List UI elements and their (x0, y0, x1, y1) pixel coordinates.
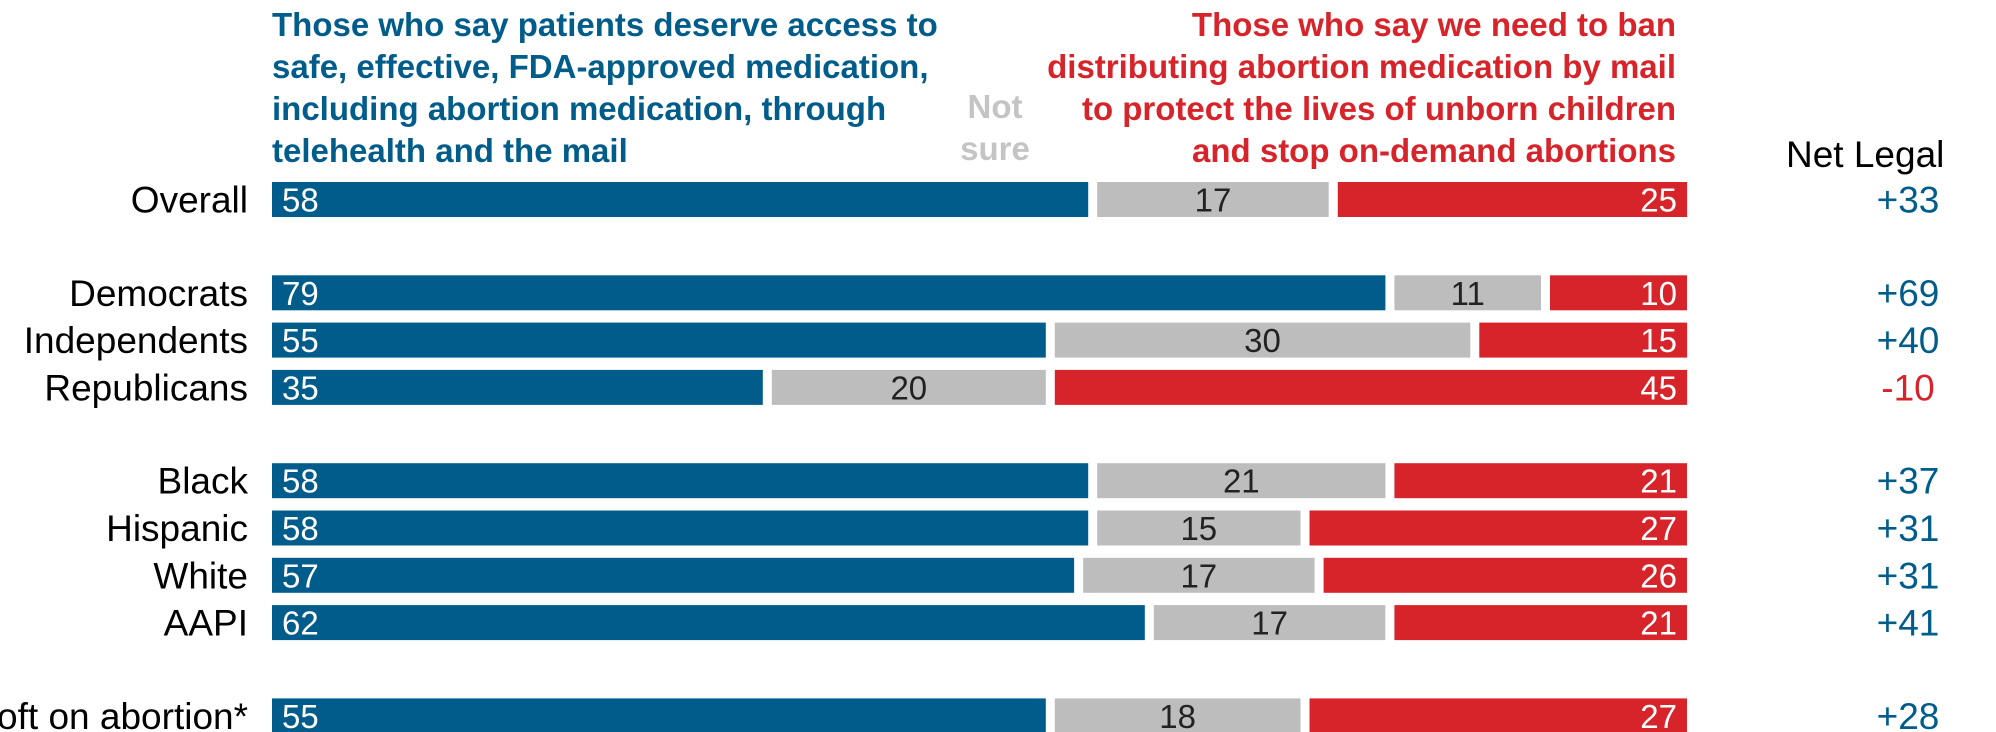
net-value: +28 (1877, 696, 1940, 732)
bar-not-sure (1394, 275, 1541, 311)
category-label: Republicans (44, 367, 248, 408)
chart-row: Black 58 21 21 +37 (158, 461, 1940, 502)
bar-not-sure (1097, 463, 1386, 499)
bar-legal (272, 322, 1046, 358)
value-label: 62 (282, 605, 319, 642)
chart-row: White 57 17 26 +31 (153, 555, 1939, 596)
bar-legal (272, 463, 1089, 499)
category-label: White (153, 555, 248, 596)
legend-ban-mail: Those who say we need to ban distributin… (1047, 6, 1676, 169)
value-label: 18 (1159, 698, 1196, 732)
value-label: 21 (1640, 605, 1677, 642)
category-label: Hispanic (106, 508, 248, 549)
net-value: +31 (1877, 555, 1940, 596)
value-label: 58 (282, 182, 319, 219)
value-label: 15 (1180, 510, 1217, 547)
value-label: 17 (1180, 557, 1217, 594)
bar-ban (1323, 557, 1687, 593)
net-legal-header: Net Legal (1786, 134, 1945, 175)
value-label: 21 (1223, 463, 1260, 500)
bar-not-sure (771, 369, 1046, 405)
value-label: 27 (1640, 510, 1677, 547)
bar-legal (272, 182, 1089, 217)
bar-not-sure (1097, 510, 1301, 546)
value-label: 17 (1195, 182, 1232, 219)
bar-ban (1479, 322, 1688, 358)
value-label: 25 (1640, 182, 1677, 219)
net-value: +41 (1877, 603, 1940, 644)
bar-not-sure (1083, 557, 1315, 593)
value-label: 55 (282, 698, 319, 732)
value-label: 26 (1640, 557, 1677, 594)
value-label: 58 (282, 510, 319, 547)
chart-row: Overall 58 17 25 +33 (131, 180, 1940, 221)
bar-ban (1309, 510, 1687, 546)
bar-ban (1394, 605, 1687, 641)
bar-legal (272, 698, 1046, 732)
value-label: 45 (1640, 369, 1677, 406)
category-label: AAPI (164, 603, 248, 644)
bar-ban (1309, 698, 1687, 732)
category-label: Overall (131, 180, 248, 221)
value-label: 57 (282, 557, 319, 594)
legend-not-sure: Not sure (960, 88, 1030, 167)
bar-legal (272, 605, 1145, 641)
chart-row: Hispanic 58 15 27 +31 (106, 508, 1939, 549)
bar-legal (272, 510, 1089, 546)
value-label: 21 (1640, 463, 1677, 500)
bar-ban (1550, 275, 1687, 311)
value-label: 20 (890, 369, 927, 406)
bar-legal (272, 557, 1075, 593)
bar-legal (272, 369, 763, 405)
value-label: 79 (282, 275, 319, 312)
value-label: 17 (1251, 605, 1288, 642)
value-label: 27 (1640, 698, 1677, 732)
value-label: 35 (282, 369, 319, 406)
value-label: 15 (1640, 322, 1677, 359)
net-value: +69 (1877, 273, 1940, 314)
chart-row: Democrats 79 11 10 +69 (69, 273, 1939, 314)
value-label: 58 (282, 463, 319, 500)
bar-not-sure (1097, 182, 1329, 217)
net-value: +31 (1877, 508, 1940, 549)
category-label: Black (158, 461, 249, 502)
bar-not-sure (1054, 322, 1471, 358)
value-label: 10 (1640, 275, 1677, 312)
bar-not-sure (1153, 605, 1386, 641)
net-value: -10 (1881, 367, 1934, 408)
category-label: oft on abortion* (0, 696, 248, 732)
bar-ban (1337, 182, 1688, 217)
category-label: Democrats (69, 273, 248, 314)
legend-legal-access: Those who say patients deserve access to… (272, 6, 938, 169)
net-value: +33 (1877, 180, 1940, 221)
chart-row: Independents 55 30 15 +40 (24, 320, 1940, 361)
value-label: 30 (1244, 322, 1281, 359)
value-label: 55 (282, 322, 319, 359)
bar-ban (1394, 463, 1687, 499)
category-label: Independents (24, 320, 248, 361)
net-value: +37 (1877, 461, 1940, 502)
bar-ban (1054, 369, 1688, 405)
bar-legal (272, 275, 1386, 311)
net-value: +40 (1877, 320, 1940, 361)
value-label: 11 (1451, 275, 1485, 312)
bar-not-sure (1054, 698, 1301, 732)
chart-row: oft on abortion* 55 18 27 +28 (0, 696, 1939, 732)
chart-row: AAPI 62 17 21 +41 (164, 603, 1940, 644)
chart-row: Republicans 35 20 45 -10 (44, 367, 1934, 408)
